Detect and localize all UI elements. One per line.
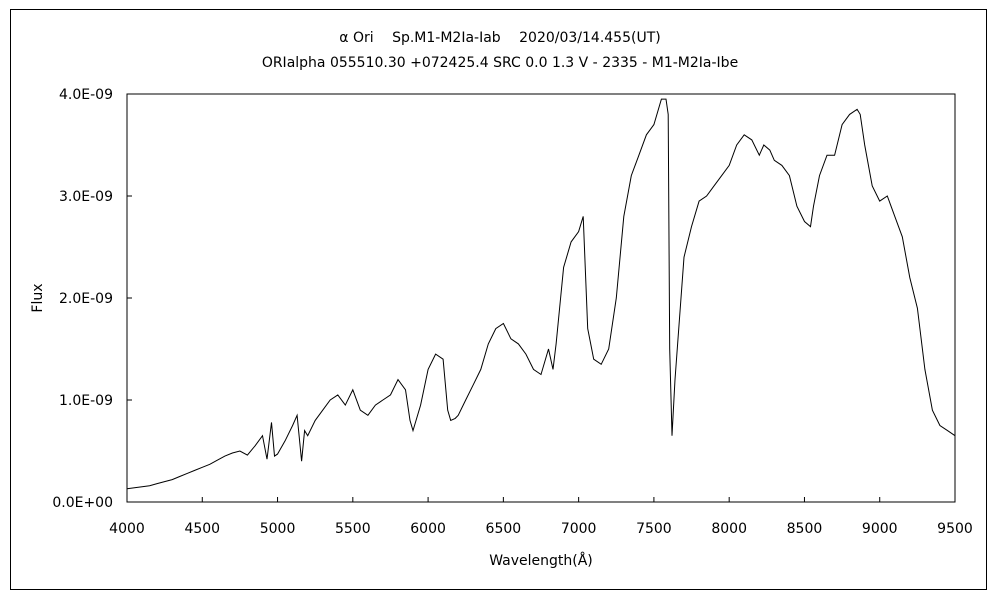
x-tick-label: 9500 xyxy=(937,521,973,537)
chart-title: α Ori Sp.M1-M2Ia-Iab 2020/03/14.455(UT) xyxy=(339,30,661,46)
x-tick-label: 7000 xyxy=(561,521,597,537)
x-tick-label: 9000 xyxy=(862,521,898,537)
x-tick-label: 6000 xyxy=(410,521,446,537)
y-tick-label: 3.0E-09 xyxy=(59,189,113,205)
x-axis-label: Wavelength(Å) xyxy=(489,552,593,569)
x-tick-label: 7500 xyxy=(636,521,672,537)
x-tick-label: 8500 xyxy=(787,521,823,537)
y-axis-label: Flux xyxy=(30,283,46,312)
x-tick-label: 8000 xyxy=(711,521,747,537)
x-axis-ticks: 4000 4500 5000 5500 6000 6500 7000 7500 8000 8500… xyxy=(109,497,973,537)
x-tick-label: 4500 xyxy=(184,521,220,537)
y-axis-ticks: 0.0E+00 1.0E-09 2.0E-09 3.0E-09 4.0E-09 xyxy=(52,87,132,511)
x-tick-label: 6500 xyxy=(486,521,522,537)
x-tick-label: 5000 xyxy=(260,521,296,537)
y-tick-label: 2.0E-09 xyxy=(59,291,113,307)
x-tick-label: 4000 xyxy=(109,521,145,537)
y-tick-label: 0.0E+00 xyxy=(52,495,113,511)
x-tick-label: 5500 xyxy=(335,521,371,537)
chart-subtitle: ORIalpha 055510.30 +072425.4 SRC 0.0 1.3… xyxy=(261,55,739,71)
chart-frame xyxy=(10,9,987,590)
spectrum-series-line xyxy=(126,98,956,490)
y-tick-label: 1.0E-09 xyxy=(59,393,113,409)
y-tick-label: 4.0E-09 xyxy=(59,87,113,103)
